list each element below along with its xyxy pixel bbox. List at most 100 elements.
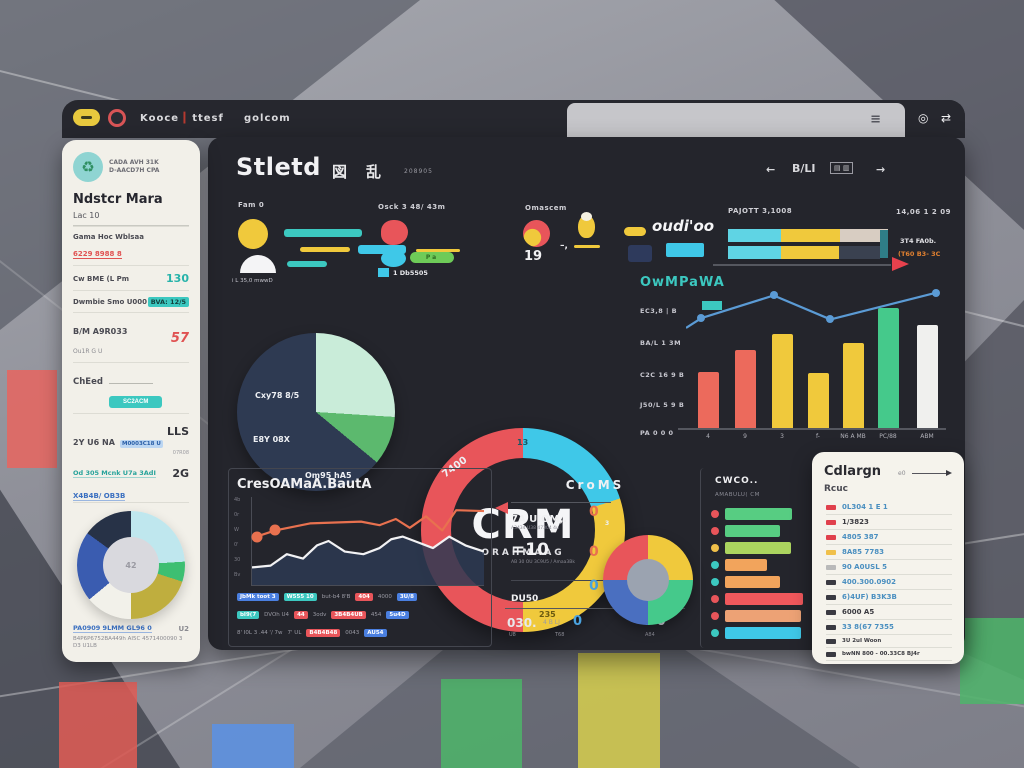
sidebar-donut-chart[interactable]: 42 xyxy=(77,511,185,619)
trend-legend-row: bI9(7 DVOh U4 44 3odv 3B4B4UB 454 5u4D xyxy=(237,611,485,619)
slider-line[interactable] xyxy=(912,473,946,474)
header-icon-2[interactable]: 乱 xyxy=(366,163,382,181)
legend-item: 44 xyxy=(294,611,308,619)
legend-item: 7' UL xyxy=(287,630,302,636)
menu-icon[interactable]: ≡ xyxy=(870,112,881,127)
stat-value: 0 xyxy=(589,544,599,560)
category-row[interactable]: 33 8(67 7355 xyxy=(826,620,952,635)
legend-item: 8' I0L 3 .44 '/ 7w xyxy=(237,630,283,636)
legend-item: 0043 xyxy=(345,630,360,636)
categories-panel: Cdlargn e0 Rcuc 0L304 1 E 1 1/3823 4805 38… xyxy=(812,452,964,664)
category-swatch xyxy=(826,638,836,644)
kpi3-square-navy[interactable] xyxy=(628,245,652,262)
browser-tab[interactable]: golcom xyxy=(244,113,291,124)
trend-chart[interactable] xyxy=(251,497,484,586)
kpi3-gauge-icon[interactable] xyxy=(523,220,550,247)
category-label: 90 A0USL 5 xyxy=(842,563,887,571)
legend-item: AU54 xyxy=(364,629,387,637)
window-button-minimize[interactable] xyxy=(73,109,100,126)
data-point[interactable] xyxy=(697,314,706,323)
bar[interactable] xyxy=(772,333,793,428)
donut-slice-label: 13 xyxy=(517,438,529,447)
y-axis-label: EC3,8 | B xyxy=(640,307,678,315)
window-button-close[interactable] xyxy=(108,109,126,127)
stat-value: 0 xyxy=(589,504,599,520)
category-swatch xyxy=(826,534,836,540)
hbar-list xyxy=(711,508,807,644)
sidebar-row-metric2[interactable]: Dwmbie Smo U000 BVA: 12/5 xyxy=(73,290,189,312)
teal-link[interactable]: Od 305 Mcnk U7a 3AdI xyxy=(73,469,156,478)
avatar-red-blob[interactable] xyxy=(381,220,408,245)
bar[interactable] xyxy=(843,343,864,428)
segments-pie-chart[interactable]: Cxy78 8/5 E8Y 08X Om95 hA5 xyxy=(237,333,395,491)
back-arrow-icon[interactable]: ← xyxy=(766,163,776,176)
search-button[interactable]: SC2ACM xyxy=(109,396,163,408)
hbar-row[interactable] xyxy=(711,627,807,639)
blue-link[interactable]: X4B4B/ OB3B xyxy=(73,492,126,501)
avatar-yellow[interactable] xyxy=(238,219,268,249)
hbar-row[interactable] xyxy=(711,508,807,520)
legend-item: B4B4B48 xyxy=(306,629,341,637)
quad-pie-chart[interactable] xyxy=(603,535,693,625)
bar[interactable] xyxy=(735,350,756,428)
avatar-white[interactable] xyxy=(240,255,276,273)
blue-link[interactable]: PA0909 9LMM GL96 0 xyxy=(73,624,152,633)
sidebar-row-metric3[interactable]: B/M A9R033 Ou1R G U 57 xyxy=(73,312,189,362)
data-point[interactable] xyxy=(769,291,778,300)
category-row[interactable]: 1/3823 xyxy=(826,515,952,530)
donut-slice-label: 235 xyxy=(539,610,556,619)
hbar-row[interactable] xyxy=(711,576,807,588)
legend-item: 3U/8 xyxy=(396,593,417,601)
kpi3-rect-cyan[interactable] xyxy=(666,243,704,257)
data-point[interactable] xyxy=(826,315,835,324)
forward-arrow-icon[interactable]: → xyxy=(876,163,886,176)
data-point[interactable] xyxy=(251,531,263,543)
swap-icon[interactable]: ⇄ xyxy=(941,111,952,125)
header-icon-1[interactable]: 図 xyxy=(332,163,348,181)
bar[interactable] xyxy=(917,325,938,428)
kpi4-stacked-bar-1 xyxy=(728,229,888,242)
pie-note: i L 35,0 mwwD xyxy=(232,278,273,284)
category-row[interactable]: 400.300.0902 xyxy=(826,575,952,590)
category-row[interactable]: bwNN 800 - 00.33C8 BJ4r xyxy=(826,648,952,661)
address-bar[interactable]: ≡ xyxy=(567,103,905,138)
sidebar-row-metric4[interactable]: 2Y U6 NA M0003C18 U LLS 07R08 xyxy=(73,413,189,463)
target-icon[interactable]: ◎ xyxy=(918,111,929,125)
category-label: 0L304 1 E 1 xyxy=(842,503,888,511)
category-row[interactable]: 6000 A5 xyxy=(826,605,952,620)
trend-legend-row: 8' I0L 3 .44 '/ 7w 7' UL B4B4B48 0043 AU54 xyxy=(237,629,485,637)
kpi2-pill[interactable]: Pa xyxy=(410,252,454,263)
category-row[interactable]: 0L304 1 E 1 xyxy=(826,500,952,515)
hbar-row[interactable] xyxy=(711,542,807,554)
blue-badge: M0003C18 U xyxy=(119,439,163,448)
bar[interactable] xyxy=(808,373,829,428)
browser-tab[interactable]: Kooce ▎ttesf xyxy=(140,113,224,124)
segment-tan xyxy=(839,229,888,242)
sidebar-row-account: Gama Hoc Wblsaa 6229 8988 8 xyxy=(73,226,189,265)
red-link[interactable]: 6229 8988 8 xyxy=(73,250,122,259)
bar[interactable] xyxy=(878,308,899,428)
stats-panel: CroMS 7A UIOM,. A3434 U38 47304 4u 0 =10… xyxy=(495,468,695,645)
category-row[interactable]: 8A85 7783 xyxy=(826,545,952,560)
divider xyxy=(505,608,685,609)
category-label: 33 8(67 7355 xyxy=(842,623,894,631)
nav-label[interactable]: B/LI xyxy=(792,162,816,175)
crm-donut-chart[interactable]: CRM ORAHMAAG 7400 13 3 235 xyxy=(421,428,625,632)
category-row[interactable]: 4805 387 xyxy=(826,530,952,545)
data-point[interactable] xyxy=(269,524,281,536)
background-tile-yellow xyxy=(578,653,660,768)
sidebar-row-metric1[interactable]: Cw BME (L Pm 130 xyxy=(73,265,189,290)
category-row[interactable]: 3U 2uI Woon xyxy=(826,635,952,648)
category-row[interactable]: 90 A0USL 5 xyxy=(826,560,952,575)
view-toggle[interactable]: ▤ ▥ xyxy=(830,162,854,174)
hbar-row[interactable] xyxy=(711,559,807,571)
kpi2-ellipse xyxy=(381,250,406,267)
hbar-row[interactable] xyxy=(711,610,807,622)
data-point[interactable] xyxy=(932,288,941,297)
category-row[interactable]: 6)4UF) B3K3B xyxy=(826,590,952,605)
hbar-row[interactable] xyxy=(711,525,807,537)
recycle-logo-icon: ♻ xyxy=(73,152,103,182)
bar[interactable] xyxy=(698,371,719,428)
hbar-row[interactable] xyxy=(711,593,807,605)
lamp-icon[interactable] xyxy=(578,212,595,238)
